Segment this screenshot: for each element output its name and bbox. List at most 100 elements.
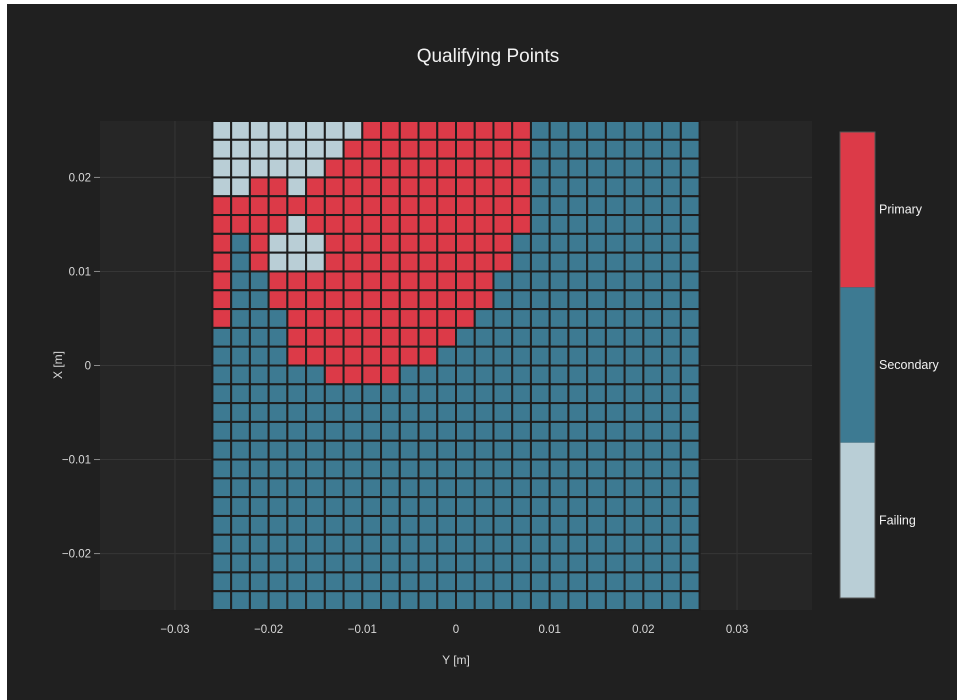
heatmap-cell[interactable]	[380, 590, 401, 612]
heatmap-cell[interactable]	[361, 232, 383, 254]
heatmap-cell[interactable]	[511, 251, 532, 273]
heatmap-cell[interactable]	[342, 383, 364, 405]
heatmap-cell[interactable]	[230, 214, 251, 235]
heatmap-cell[interactable]	[529, 232, 551, 254]
heatmap-cell[interactable]	[286, 308, 308, 329]
heatmap-cell[interactable]	[623, 326, 645, 348]
heatmap-cell[interactable]	[230, 345, 251, 367]
heatmap-cell[interactable]	[548, 477, 570, 499]
heatmap-cell[interactable]	[417, 326, 439, 348]
heatmap-cell[interactable]	[511, 138, 532, 160]
heatmap-cell[interactable]	[248, 364, 270, 386]
heatmap-cell[interactable]	[586, 514, 607, 536]
heatmap-cell[interactable]	[492, 364, 514, 386]
heatmap-cell[interactable]	[398, 383, 420, 405]
heatmap-cell[interactable]	[473, 214, 495, 235]
heatmap-cell[interactable]	[436, 176, 457, 198]
heatmap-cell[interactable]	[679, 308, 701, 329]
heatmap-cell[interactable]	[211, 138, 233, 160]
heatmap-cell[interactable]	[511, 364, 532, 386]
heatmap-cell[interactable]	[623, 458, 645, 480]
heatmap-cell[interactable]	[305, 420, 326, 442]
heatmap-cell[interactable]	[679, 364, 701, 386]
heatmap-cell[interactable]	[436, 157, 457, 179]
heatmap-cell[interactable]	[267, 496, 289, 517]
heatmap-cell[interactable]	[604, 439, 626, 461]
heatmap-cell[interactable]	[286, 176, 308, 198]
heatmap-cell[interactable]	[473, 383, 495, 405]
heatmap-cell[interactable]	[323, 157, 345, 179]
heatmap-cell[interactable]	[529, 496, 551, 517]
heatmap-cell[interactable]	[679, 383, 701, 405]
heatmap-cell[interactable]	[473, 157, 495, 179]
heatmap-cell[interactable]	[661, 214, 682, 235]
heatmap-cell[interactable]	[417, 439, 439, 461]
heatmap-cell[interactable]	[417, 420, 439, 442]
heatmap-cell[interactable]	[230, 552, 251, 574]
heatmap-cell[interactable]	[417, 477, 439, 499]
heatmap-cell[interactable]	[642, 138, 664, 160]
heatmap-cell[interactable]	[473, 195, 495, 217]
heatmap-cell[interactable]	[586, 552, 607, 574]
heatmap-cell[interactable]	[380, 571, 401, 593]
heatmap-cell[interactable]	[604, 571, 626, 593]
heatmap-cell[interactable]	[248, 439, 270, 461]
heatmap-cell[interactable]	[267, 326, 289, 348]
heatmap-cell[interactable]	[586, 571, 607, 593]
heatmap-cell[interactable]	[286, 157, 308, 179]
heatmap-cell[interactable]	[417, 364, 439, 386]
heatmap-cell[interactable]	[248, 420, 270, 442]
legend-swatch-primary[interactable]	[840, 132, 875, 288]
heatmap-cell[interactable]	[248, 533, 270, 555]
heatmap-cell[interactable]	[473, 533, 495, 555]
heatmap-cell[interactable]	[342, 571, 364, 593]
heatmap-cell[interactable]	[286, 477, 308, 499]
heatmap-cell[interactable]	[305, 270, 326, 292]
heatmap-cell[interactable]	[661, 157, 682, 179]
heatmap-cell[interactable]	[661, 552, 682, 574]
heatmap-cell[interactable]	[473, 251, 495, 273]
heatmap-cell[interactable]	[342, 326, 364, 348]
heatmap-cell[interactable]	[455, 383, 476, 405]
heatmap-cell[interactable]	[492, 138, 514, 160]
heatmap-cell[interactable]	[211, 326, 233, 348]
heatmap-cell[interactable]	[286, 251, 308, 273]
heatmap-cell[interactable]	[511, 308, 532, 329]
heatmap-cell[interactable]	[398, 364, 420, 386]
heatmap-cell[interactable]	[211, 477, 233, 499]
heatmap-cell[interactable]	[661, 496, 682, 517]
heatmap-cell[interactable]	[380, 345, 401, 367]
heatmap-cell[interactable]	[305, 326, 326, 348]
heatmap-cell[interactable]	[380, 552, 401, 574]
heatmap-cell[interactable]	[679, 232, 701, 254]
heatmap-cell[interactable]	[548, 345, 570, 367]
heatmap-cell[interactable]	[604, 383, 626, 405]
heatmap-cell[interactable]	[361, 289, 383, 311]
heatmap-cell[interactable]	[529, 402, 551, 423]
heatmap-cell[interactable]	[323, 289, 345, 311]
heatmap-cell[interactable]	[342, 477, 364, 499]
heatmap-cell[interactable]	[398, 477, 420, 499]
heatmap-cell[interactable]	[380, 364, 401, 386]
heatmap-cell[interactable]	[492, 270, 514, 292]
heatmap-cell[interactable]	[398, 552, 420, 574]
heatmap-cell[interactable]	[473, 120, 495, 141]
heatmap-cell[interactable]	[211, 458, 233, 480]
heatmap-cell[interactable]	[455, 176, 476, 198]
heatmap-cell[interactable]	[642, 157, 664, 179]
heatmap-cell[interactable]	[642, 477, 664, 499]
heatmap-cell[interactable]	[492, 251, 514, 273]
heatmap-cell[interactable]	[455, 308, 476, 329]
heatmap-cell[interactable]	[604, 496, 626, 517]
heatmap-cell[interactable]	[361, 439, 383, 461]
heatmap-cell[interactable]	[623, 157, 645, 179]
heatmap-cell[interactable]	[586, 251, 607, 273]
heatmap-cell[interactable]	[436, 214, 457, 235]
heatmap-cell[interactable]	[473, 514, 495, 536]
heatmap-cell[interactable]	[267, 345, 289, 367]
heatmap-cell[interactable]	[417, 214, 439, 235]
heatmap-cell[interactable]	[398, 157, 420, 179]
heatmap-cell[interactable]	[455, 120, 476, 141]
heatmap-cell[interactable]	[604, 364, 626, 386]
heatmap-cell[interactable]	[342, 120, 364, 141]
